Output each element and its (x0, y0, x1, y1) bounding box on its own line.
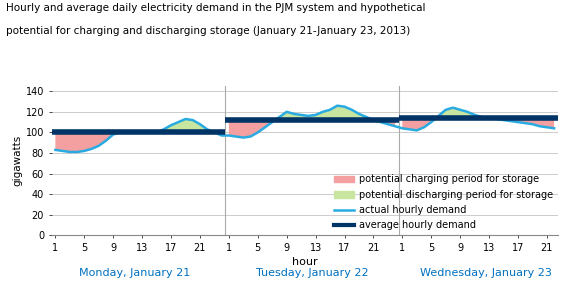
Text: Tuesday, January 22: Tuesday, January 22 (256, 268, 369, 278)
Text: potential for charging and discharging storage (January 21-January 23, 2013): potential for charging and discharging s… (6, 26, 410, 36)
X-axis label: hour: hour (292, 257, 317, 267)
Text: Hourly and average daily electricity demand in the PJM system and hypothetical: Hourly and average daily electricity dem… (6, 3, 426, 13)
Text: Monday, January 21: Monday, January 21 (79, 268, 190, 278)
Text: Wednesday, January 23: Wednesday, January 23 (420, 268, 551, 278)
Legend: potential charging period for storage, potential discharging period for storage,: potential charging period for storage, p… (335, 174, 553, 230)
Y-axis label: gigawatts: gigawatts (13, 135, 23, 186)
